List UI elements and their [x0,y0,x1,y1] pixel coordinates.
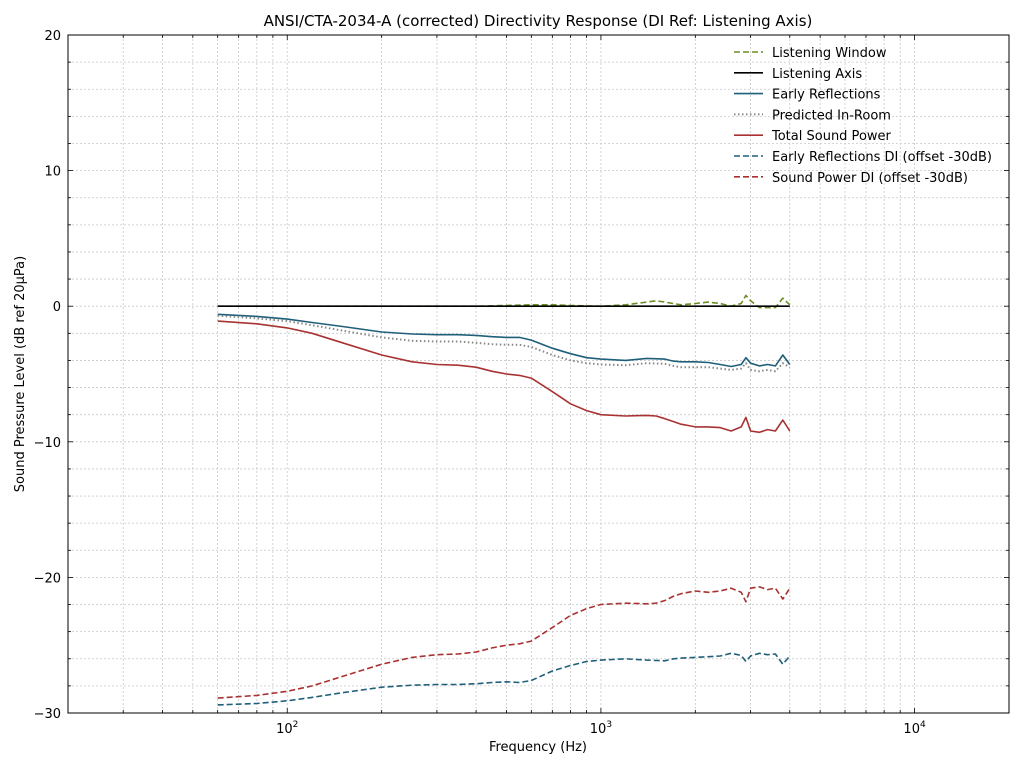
legend-label: Predicted In-Room [772,108,891,123]
series-line-7 [217,586,791,699]
series-line-6 [217,652,791,706]
tick-labels: 20 10 0 −10 −20 −30 102 103 104 [34,29,926,737]
y-tick-label: 0 [53,300,61,315]
series-lines [217,294,791,706]
x-tick-label: 102 [276,720,298,737]
legend-label: Sound Power DI (offset -30dB) [772,171,968,186]
chart-title: ANSI/CTA-2034-A (corrected) Directivity … [264,12,813,30]
y-tick-label: 20 [44,29,61,44]
legend-label: Early Reflections [772,88,881,103]
legend: Listening Window Listening Axis Early Refl… [734,46,992,186]
y-axis-label: Sound Pressure Level (dB ref 20µPa) [13,256,28,492]
legend-label: Listening Window [772,46,887,61]
legend-label: Total Sound Power [771,129,892,144]
series-line-5 [217,320,791,434]
plot-frame [67,34,1010,714]
axis-ticks [67,34,1010,714]
y-tick-label: −20 [34,571,61,586]
y-tick-label: −10 [34,436,61,451]
x-axis-label: Frequency (Hz) [489,740,587,755]
series-line-3 [217,313,791,368]
y-tick-label: −30 [34,707,61,722]
y-tick-label: 10 [44,165,61,180]
x-tick-label: 103 [590,720,612,737]
legend-label: Listening Axis [772,67,862,82]
legend-label: Early Reflections DI (offset -30dB) [772,150,992,165]
x-tick-label: 104 [903,720,926,737]
